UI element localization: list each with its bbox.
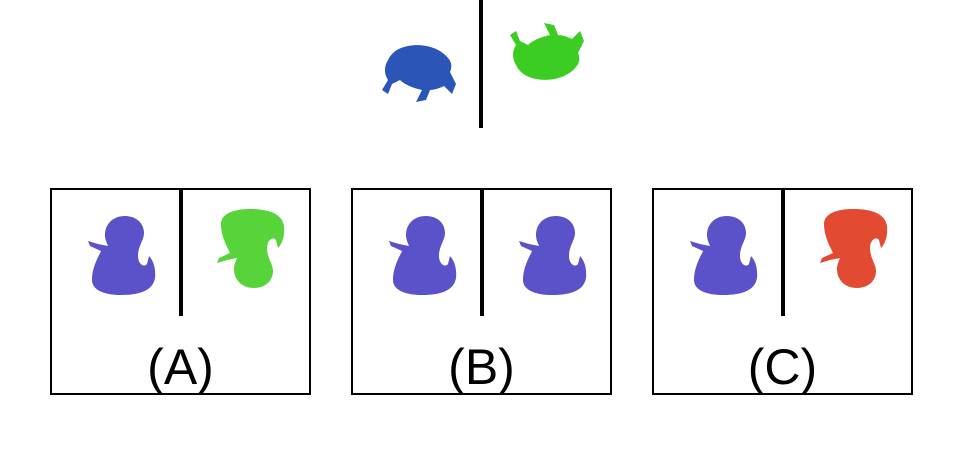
question-left-frog-icon (382, 45, 456, 102)
option-b-panel[interactable] (351, 188, 612, 395)
option-a-panel[interactable] (50, 188, 311, 395)
question-right-frog-icon (510, 23, 584, 80)
option-c-label: (C) (747, 339, 818, 395)
question-pair (382, 0, 584, 128)
option-b-label: (B) (448, 339, 515, 395)
option-a-label: (A) (147, 339, 214, 395)
option-c-panel[interactable] (652, 188, 913, 395)
